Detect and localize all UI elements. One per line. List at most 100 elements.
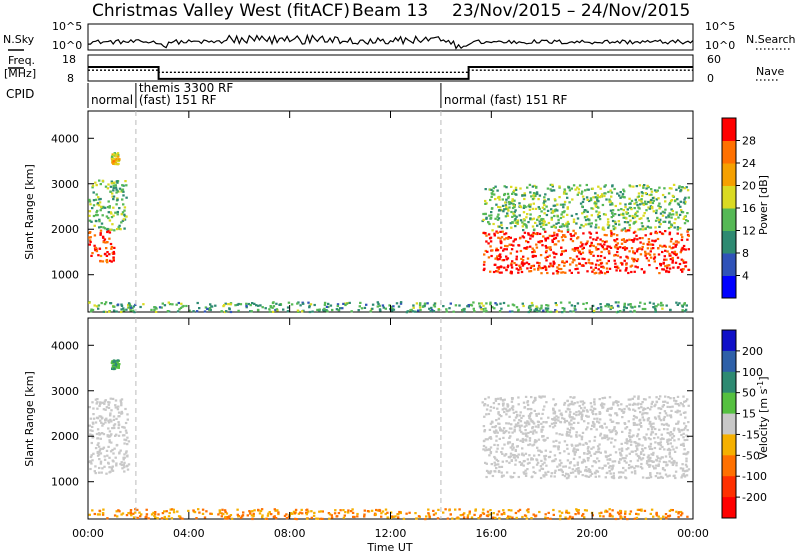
scatter-point [105, 215, 109, 218]
scatter-point [273, 508, 276, 511]
scatter-point [540, 459, 543, 462]
scatter-point [596, 259, 599, 262]
scatter-point [493, 461, 496, 464]
scatter-point [502, 259, 506, 262]
scatter-point [647, 252, 650, 255]
scatter-point [127, 440, 131, 443]
scatter-point [512, 411, 516, 414]
scatter-point [507, 431, 511, 434]
scatter-point [654, 226, 657, 229]
scatter-point [620, 238, 624, 241]
scatter-point [532, 202, 535, 205]
scatter-point [165, 510, 168, 513]
scatter-point [543, 461, 546, 464]
scatter-point [588, 451, 591, 455]
scatter-point [384, 508, 388, 511]
scatter-point [614, 246, 617, 249]
scatter-point [88, 243, 91, 246]
scatter-point [659, 205, 662, 209]
scatter-point [527, 241, 530, 244]
scatter-point [628, 214, 631, 218]
scatter-point [628, 184, 631, 187]
scatter-point [593, 272, 596, 275]
scatter-point [496, 231, 499, 234]
scatter-point [616, 254, 620, 257]
scatter-point [685, 469, 688, 472]
scatter-point [126, 443, 129, 446]
scatter-point [556, 272, 559, 275]
scatter-point [669, 434, 672, 437]
scatter-point [652, 247, 655, 250]
scatter-point [606, 270, 609, 273]
scatter-point [575, 255, 579, 258]
scatter-point [381, 510, 385, 513]
scatter-point [593, 452, 597, 455]
scatter-point [492, 430, 496, 433]
scatter-point [496, 444, 500, 447]
scatter-point [577, 188, 581, 191]
scatter-point [569, 310, 572, 313]
scatter-point [483, 404, 486, 407]
scatter-point [652, 426, 655, 429]
scatter-point [103, 400, 107, 403]
scatter-point [582, 246, 585, 249]
scatter-point [500, 451, 503, 454]
scatter-point [573, 417, 576, 420]
scatter-point [489, 217, 493, 220]
scatter-point [608, 470, 611, 473]
scatter-point [681, 474, 684, 477]
scatter-point [482, 268, 486, 272]
scatter-point [672, 448, 675, 451]
scatter-point [555, 304, 558, 307]
scatter-point [99, 402, 102, 405]
scatter-point [229, 303, 232, 306]
scatter-point [458, 304, 461, 307]
scatter-point [493, 426, 497, 429]
scatter-point [510, 272, 513, 275]
scatter-point [99, 233, 102, 236]
scatter-point [638, 184, 642, 187]
scatter-point [98, 466, 101, 470]
scatter-point [466, 516, 469, 519]
scatter-point [98, 449, 102, 452]
scatter-point [599, 258, 602, 262]
scatter-point [665, 269, 668, 272]
colorbar-swatch [722, 275, 736, 299]
scatter-point [543, 395, 546, 398]
scatter-point [584, 209, 588, 212]
scatter-point [507, 200, 511, 204]
scatter-point [589, 408, 592, 411]
scatter-point [538, 232, 542, 235]
scatter-point [556, 233, 559, 236]
scatter-point [568, 421, 571, 424]
scatter-point [630, 199, 634, 202]
scatter-point [122, 218, 126, 221]
scatter-point [658, 202, 661, 205]
scatter-point [646, 217, 649, 220]
scatter-point [531, 198, 535, 201]
scatter-point [495, 419, 498, 422]
scatter-point [596, 254, 600, 258]
scatter-point [526, 267, 529, 270]
scatter-point [554, 419, 557, 422]
colorbar-swatch [722, 185, 736, 209]
scatter-point [525, 433, 528, 436]
scatter-point [611, 185, 614, 188]
scatter-point [554, 469, 557, 472]
scatter-point [515, 410, 518, 413]
scatter-point [642, 453, 646, 456]
scatter-point [587, 457, 590, 460]
scatter-point [557, 419, 560, 422]
scatter-point [682, 436, 685, 439]
scatter-point [110, 212, 113, 215]
scatter-point [509, 455, 512, 458]
scatter-point [591, 207, 595, 210]
scatter-point [570, 214, 574, 217]
scatter-point [330, 514, 333, 517]
scatter-point [565, 222, 568, 225]
scatter-point [589, 402, 593, 405]
scatter-point [607, 305, 610, 308]
scatter-point [632, 434, 635, 437]
scatter-point [538, 310, 541, 313]
